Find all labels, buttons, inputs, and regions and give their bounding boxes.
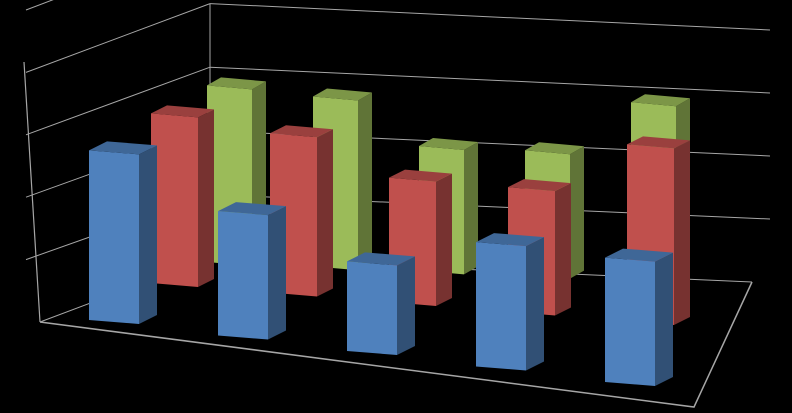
bar-front-face <box>218 211 268 340</box>
bar-side-face <box>268 206 286 340</box>
bar-front-face <box>347 261 397 355</box>
bar-side-face <box>397 256 415 355</box>
gridline-side <box>25 3 211 73</box>
bar-top-face <box>389 169 452 182</box>
bar-top-face <box>508 179 571 192</box>
bars <box>89 77 690 386</box>
bar-side-face <box>655 252 673 386</box>
bar-series-3-cat-2 <box>313 88 372 271</box>
bar-series-1-cat-4 <box>476 233 544 371</box>
side-wall-front-edge <box>23 61 41 323</box>
bar-side-face <box>139 145 157 324</box>
bar-front-face <box>605 257 655 386</box>
bar-top-face <box>347 252 415 266</box>
bar-side-face <box>317 129 333 297</box>
gridline-back <box>209 3 771 31</box>
bar-top-face <box>627 136 690 149</box>
bar-series-1-cat-5 <box>605 248 673 386</box>
bar-side-face <box>198 109 214 287</box>
bar-top-face <box>207 77 266 90</box>
bar-series-2-cat-1 <box>151 105 214 287</box>
floor-front-edge <box>39 281 753 408</box>
bar-series-1-cat-3 <box>347 252 415 355</box>
bar-top-face <box>525 142 584 155</box>
bar-side-face <box>674 140 690 325</box>
bar-side-face <box>358 92 372 271</box>
bar-front-face <box>476 242 526 371</box>
gridline-back <box>209 66 771 94</box>
bar-side-face <box>570 146 584 279</box>
bar-top-face <box>218 202 286 216</box>
bar-top-face <box>476 233 544 247</box>
gridline-side <box>25 0 54 11</box>
bar-series-1-cat-1 <box>89 141 157 324</box>
bar-top-face <box>631 94 690 107</box>
bar-top-face <box>151 105 214 118</box>
bar-side-face <box>464 142 478 275</box>
gridline-side <box>25 66 211 136</box>
bar-front-face <box>89 150 139 324</box>
bar-top-face <box>313 88 372 101</box>
bar-top-face <box>419 138 478 150</box>
bar-side-face <box>526 237 544 371</box>
bar-side-face <box>436 173 452 306</box>
bar-top-face <box>605 248 673 262</box>
bar-series-1-cat-2 <box>218 202 286 340</box>
bar-series-2-cat-2 <box>270 125 333 297</box>
bar-side-face <box>555 183 571 316</box>
bar-top-face <box>270 125 333 138</box>
bar-top-face <box>89 141 157 155</box>
bar-front-face <box>151 113 198 287</box>
